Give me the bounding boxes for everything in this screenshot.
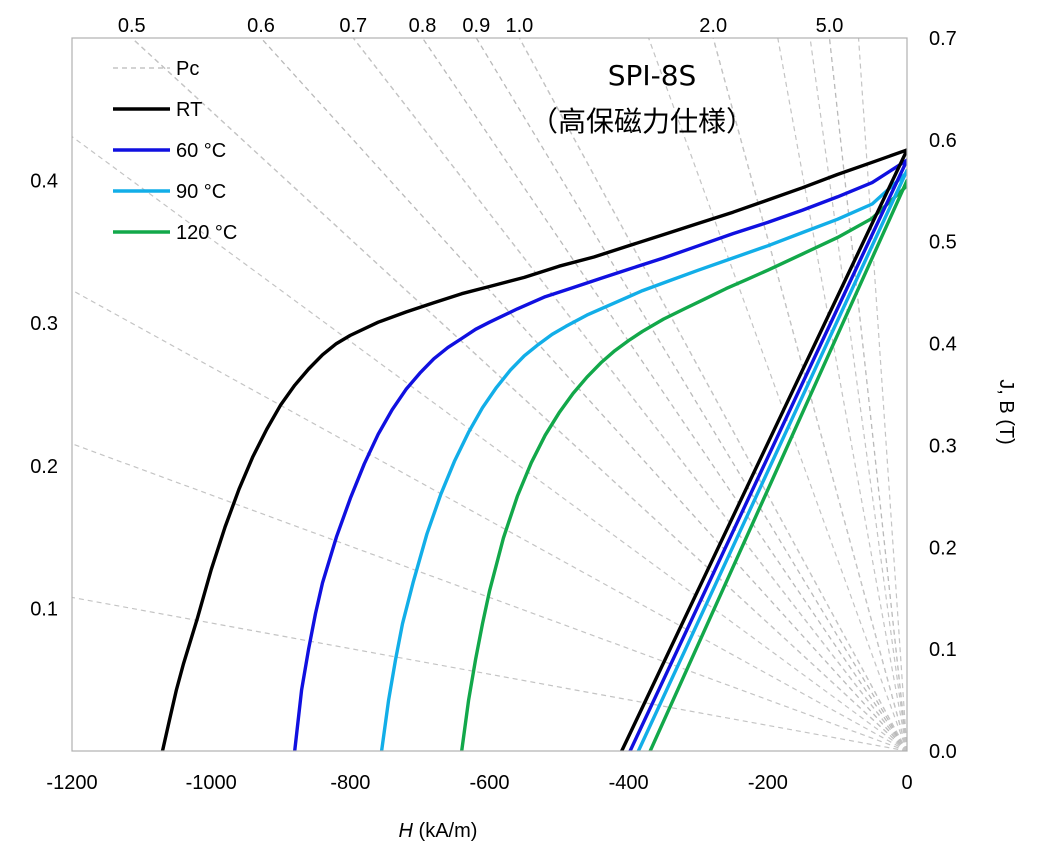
legend-label: 120 °C [176, 222, 237, 244]
pc-line [647, 38, 907, 751]
pc-line [475, 38, 907, 751]
pc-top-label: 1.0 [505, 15, 533, 37]
pc-top-labels: 0.5 0.6 0.7 0.8 0.9 1.0 2.0 5.0 [118, 15, 844, 37]
x-tick-label: -1000 [186, 772, 237, 794]
x-axis-title: H (kA/m) [399, 820, 478, 842]
legend-label: 60 °C [176, 140, 226, 162]
pc-top-label: 0.9 [462, 15, 490, 37]
y-axis-right-ticks: 0.0 0.1 0.2 0.3 0.4 0.5 0.6 0.7 [929, 28, 957, 763]
series-line-j [460, 183, 907, 751]
y-right-tick-label: 0.5 [929, 232, 957, 254]
pc-line [518, 38, 907, 751]
x-tick-label: -200 [748, 772, 788, 794]
chart-title: SPI-8S [608, 59, 697, 92]
series-line-b [636, 168, 907, 751]
pc-top-label: 0.5 [118, 15, 146, 37]
y-right-tick-label: 0.7 [929, 28, 957, 50]
pc-top-label: 2.0 [699, 15, 727, 37]
series-line-j [293, 158, 907, 751]
y-right-tick-label: 0.3 [929, 435, 957, 457]
x-tick-label: -800 [330, 772, 370, 794]
legend-label: RT [176, 99, 202, 121]
y-right-tick-label: 0.4 [929, 334, 957, 356]
y-left-tick-label: 0.2 [30, 456, 58, 478]
series-line-b [648, 178, 907, 751]
pc-line [72, 136, 907, 751]
y-right-tick-label: 0.0 [929, 741, 957, 763]
legend-label: Pc [176, 58, 199, 80]
x-tick-label: -600 [469, 772, 509, 794]
series-line-b [620, 148, 907, 751]
y-axis-right-title: J, B (T) [995, 379, 1017, 445]
plot-area-frame [71, 37, 908, 752]
pc-load-lines [72, 38, 907, 751]
legend-label: 90 °C [176, 181, 226, 203]
x-axis-title-unit: (kA/m) [413, 820, 477, 842]
pc-top-label: 5.0 [816, 15, 844, 37]
pc-line [828, 38, 907, 751]
series-line-b [628, 158, 907, 751]
y-left-tick-label: 0.4 [30, 171, 58, 193]
pc-line [130, 38, 907, 751]
pc-top-label: 0.8 [409, 15, 437, 37]
y-left-tick-label: 0.1 [30, 598, 58, 620]
y-axis-left-ticks: 0.1 0.2 0.3 0.4 [30, 171, 58, 621]
x-tick-label: -1200 [46, 772, 97, 794]
pc-line [260, 38, 907, 751]
y-right-tick-label: 0.2 [929, 537, 957, 559]
x-axis-title-symbol: H [399, 820, 414, 842]
pc-line [72, 596, 907, 751]
series-line-j [160, 148, 907, 751]
legend: Pc RT 60 °C 90 °C 120 °C [113, 58, 237, 244]
series-lines [160, 148, 907, 751]
chart-subtitle: （高保磁力仕様） [530, 105, 754, 138]
y-right-tick-label: 0.1 [929, 639, 957, 661]
pc-line [352, 38, 907, 751]
y-right-tick-label: 0.6 [929, 130, 957, 152]
pc-top-label: 0.7 [339, 15, 367, 37]
y-left-tick-label: 0.3 [30, 313, 58, 335]
pc-top-label: 0.6 [247, 15, 275, 37]
x-tick-label: 0 [901, 772, 912, 794]
pc-line [72, 289, 907, 751]
x-axis-ticks: -1200 -1000 -800 -600 -400 -200 0 [46, 772, 912, 794]
x-tick-label: -400 [609, 772, 649, 794]
series-line-j [379, 170, 907, 751]
